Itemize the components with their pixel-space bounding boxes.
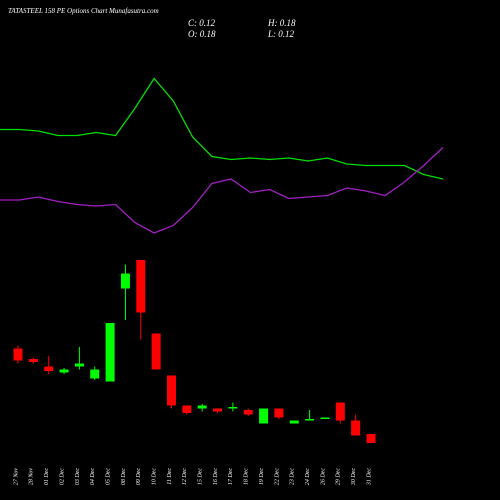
x-tick-label: 28 Nov — [29, 468, 35, 486]
candle-body — [182, 405, 192, 413]
x-tick-label: 18 Dec — [244, 468, 250, 485]
candle-body — [74, 363, 84, 367]
candle-body — [228, 407, 238, 409]
x-tick-label: 01 Dec — [44, 468, 50, 485]
candle-body — [259, 408, 269, 424]
candle-body — [28, 359, 38, 362]
candle-body — [166, 375, 176, 406]
candle-body — [120, 273, 130, 289]
x-tick-label: 02 Dec — [59, 468, 65, 485]
x-tick-label: 22 Dec — [274, 468, 280, 485]
x-tick-label: 26 Dec — [320, 468, 326, 485]
candle-body — [243, 410, 253, 415]
x-tick-label: 03 Dec — [75, 468, 81, 485]
candle-body — [59, 369, 69, 373]
chart-title: TATASTEEL 158 PE Options Chart Munafasut… — [8, 7, 159, 15]
x-tick-label: 15 Dec — [198, 468, 204, 485]
x-tick-label: 10 Dec — [152, 468, 158, 485]
x-tick-label: 24 Dec — [304, 468, 311, 485]
x-tick-label: 17 Dec — [228, 468, 234, 485]
candle-body — [274, 408, 284, 418]
candle-body — [213, 408, 223, 412]
candle-body — [90, 369, 100, 379]
candle-body — [44, 366, 54, 371]
x-tick-label: 29 Dec — [336, 468, 342, 485]
x-tick-label: 08 Dec — [121, 468, 127, 485]
x-tick-label: 19 Dec — [259, 468, 265, 485]
x-tick-label: 09 Dec — [136, 468, 142, 485]
ohlc-low: L: 0.12 — [267, 29, 295, 39]
x-tick-label: 11 Dec — [167, 468, 173, 485]
candle-body — [105, 323, 115, 382]
candle-body — [305, 419, 315, 421]
ohlc-close: C: 0.12 — [188, 18, 216, 28]
ohlc-open: O: 0.18 — [188, 29, 216, 39]
candle-body — [197, 405, 207, 409]
x-tick-label: 04 Dec — [89, 468, 96, 485]
candle-body — [351, 420, 361, 436]
candle-body — [366, 434, 376, 443]
x-tick-label: 12 Dec — [182, 468, 188, 485]
candle-body — [320, 417, 330, 419]
candle-body — [289, 420, 299, 424]
candle-body — [151, 333, 161, 370]
x-tick-label: 27 Nov — [13, 468, 19, 486]
indicator-line — [0, 77, 444, 180]
x-tick-label: 16 Dec — [213, 468, 219, 485]
ohlc-high: H: 0.18 — [267, 18, 296, 28]
x-tick-label: 23 Dec — [290, 468, 296, 485]
candle-body — [13, 348, 23, 361]
x-tick-label: 05 Dec — [105, 468, 111, 485]
x-tick-label: 31 Dec — [366, 468, 372, 486]
x-tick-label: 30 Dec — [351, 468, 357, 486]
candle-body — [335, 402, 345, 421]
candle-body — [136, 260, 146, 313]
indicator-line — [0, 147, 444, 234]
